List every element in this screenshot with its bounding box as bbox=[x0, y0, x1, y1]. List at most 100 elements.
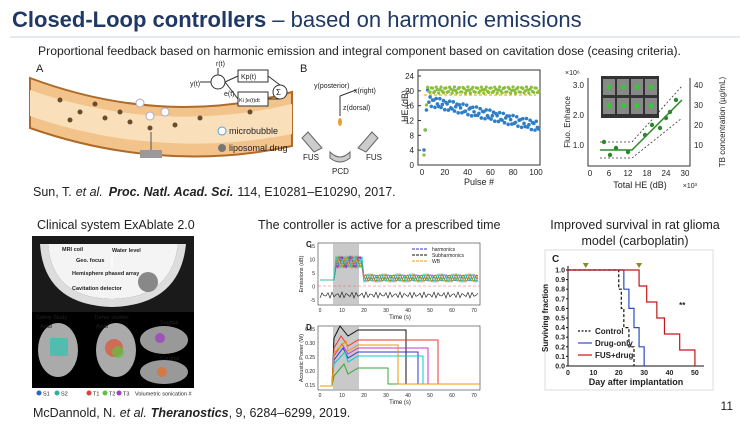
fus-right bbox=[357, 131, 379, 153]
decor-dot bbox=[513, 91, 518, 95]
decor-dot bbox=[521, 86, 525, 91]
decor-dot bbox=[514, 114, 519, 119]
x-axis-label: Time (s) bbox=[389, 315, 411, 321]
device-label: Geo. focus bbox=[76, 258, 104, 264]
y2-axis-label: TB concentration (µg/mL) bbox=[718, 76, 727, 167]
decor-dot bbox=[495, 91, 499, 95]
decor-dot bbox=[528, 118, 532, 123]
y-tick-label: 0.4 bbox=[555, 325, 565, 332]
legend-label: microbubble bbox=[229, 126, 278, 136]
bubble bbox=[145, 111, 155, 121]
decor-dot bbox=[529, 85, 533, 89]
inset-spot bbox=[634, 84, 640, 90]
y2-tick-label: 20 bbox=[694, 121, 703, 130]
decor-dot bbox=[505, 90, 509, 94]
legend-label: liposomal drug bbox=[229, 143, 288, 153]
axis-label: PCD bbox=[332, 167, 349, 176]
legend-swatch bbox=[102, 390, 108, 396]
decor-dot bbox=[521, 116, 525, 121]
axis-label: y(posterior) bbox=[314, 83, 349, 90]
decor-dot bbox=[477, 111, 481, 116]
panel-label: C bbox=[552, 254, 559, 265]
x-tick-label: 20 bbox=[440, 168, 449, 177]
decor-line bbox=[339, 89, 357, 97]
drug-particle bbox=[92, 101, 98, 107]
x-axis-label: Total HE (dB) bbox=[613, 180, 667, 190]
legend-label: T2 bbox=[109, 392, 115, 398]
decor-dot bbox=[667, 109, 673, 115]
x-tick-label: 50 bbox=[427, 308, 433, 314]
axis-label: z(dorsal) bbox=[343, 105, 370, 112]
decor-dot bbox=[481, 109, 486, 114]
fus-left bbox=[301, 131, 323, 153]
decor-dot bbox=[489, 117, 493, 121]
inset-spot bbox=[648, 84, 654, 90]
title-bold: Closed-Loop controllers bbox=[12, 7, 266, 32]
y-tick-label: 1.0 bbox=[573, 141, 585, 150]
legend-swatch bbox=[86, 390, 92, 396]
x-tick-label: 0 bbox=[319, 393, 322, 399]
decor-dot bbox=[483, 116, 487, 121]
decor-dot bbox=[452, 109, 457, 113]
y-axis-label: HE (dB) bbox=[400, 90, 410, 122]
y-axis-label: Acoustic Power (W) bbox=[299, 334, 305, 382]
y-tick-label: 0.9 bbox=[555, 277, 565, 284]
decor-dot bbox=[511, 113, 515, 118]
plot-frame bbox=[417, 69, 541, 166]
device-label: Water level bbox=[112, 248, 141, 254]
decor-dot bbox=[474, 105, 479, 109]
decor-dot bbox=[452, 85, 457, 89]
x-tick-label: 0 bbox=[319, 308, 322, 314]
x-tick-label: 12 bbox=[624, 169, 633, 178]
y-tick-label: -5 bbox=[311, 298, 316, 304]
decor-dot bbox=[613, 145, 619, 151]
x-tick-label: 18 bbox=[643, 169, 652, 178]
figure-frame bbox=[544, 249, 714, 391]
decor-dot bbox=[495, 113, 500, 118]
device-label: MRI coil bbox=[62, 247, 84, 253]
decor-dot bbox=[456, 111, 460, 115]
decor-dot bbox=[446, 89, 450, 94]
section-heading: Clinical system ExAblate 2.0 bbox=[37, 218, 195, 232]
decor-dot bbox=[478, 106, 482, 111]
decor-dot bbox=[509, 91, 513, 95]
decor-dot bbox=[498, 85, 502, 89]
y-tick-label: 0.1 bbox=[555, 354, 565, 361]
decor-dot bbox=[434, 85, 438, 89]
decor-dot bbox=[447, 99, 452, 104]
decor-dot bbox=[469, 114, 474, 118]
decor-dot bbox=[527, 122, 531, 127]
drug-particle bbox=[77, 109, 83, 115]
view-label: Sagittal bbox=[160, 320, 178, 326]
drug-particle bbox=[127, 119, 133, 125]
x-tick-label: 50 bbox=[691, 370, 699, 377]
x-tick-label: 40 bbox=[405, 308, 411, 314]
inset-spot bbox=[606, 103, 612, 109]
legend-strip bbox=[32, 388, 194, 398]
sonication-region bbox=[157, 367, 167, 377]
decor-dot bbox=[673, 97, 679, 103]
x-tick-label: 10 bbox=[339, 308, 345, 314]
sonication-region bbox=[155, 333, 165, 343]
decor-dot bbox=[439, 85, 443, 89]
decor-dot bbox=[524, 116, 529, 121]
legend-label: Volumetric sonication # bbox=[135, 392, 192, 398]
y-tick-label: 1.0 bbox=[555, 268, 565, 275]
x-tick-label: 0 bbox=[420, 168, 425, 177]
y-tick-label: 12 bbox=[405, 117, 414, 126]
decor-line bbox=[224, 75, 239, 83]
signal-label: Kp(t) bbox=[241, 74, 256, 81]
decor-dot bbox=[424, 103, 429, 107]
drug-particle bbox=[67, 117, 73, 123]
decor-dot bbox=[516, 124, 520, 128]
decor-dot bbox=[502, 120, 507, 125]
x-tick-label: 30 bbox=[383, 308, 389, 314]
active-window bbox=[333, 243, 359, 305]
signal-label: r(t) bbox=[216, 61, 225, 68]
drug-particle bbox=[117, 109, 123, 115]
decor-dot bbox=[444, 86, 448, 90]
citation-details: 114, E10281–E10290, 2017. bbox=[237, 185, 395, 199]
decor-dot bbox=[471, 85, 475, 89]
y-tick-label: 0.8 bbox=[555, 287, 565, 294]
view-label: Axial bbox=[40, 324, 52, 330]
